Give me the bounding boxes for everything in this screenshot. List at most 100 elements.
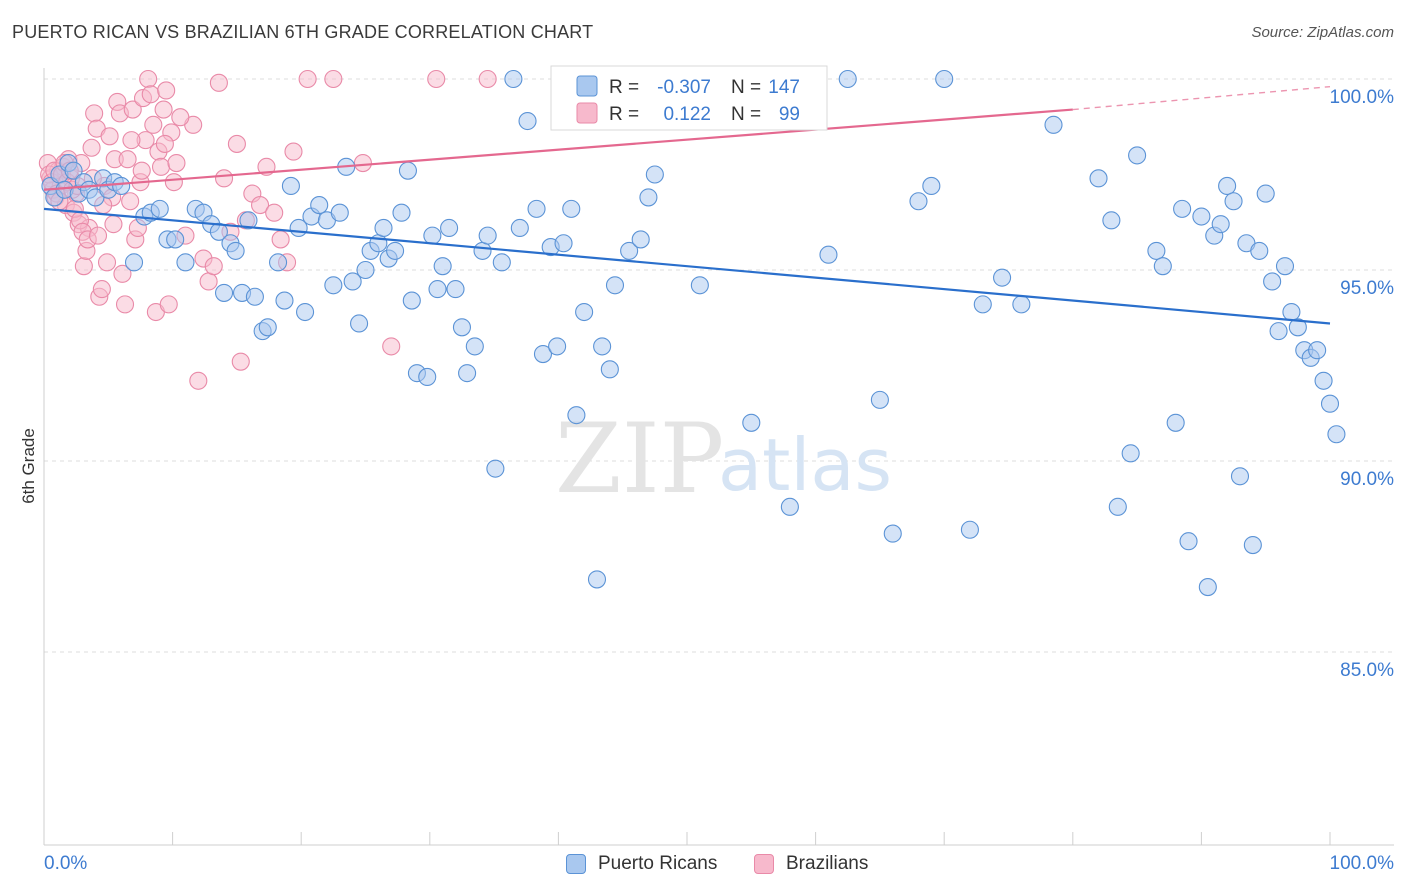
puerto-ricans-point xyxy=(935,69,954,89)
legend-r-value-pink: 0.122 xyxy=(663,104,711,125)
legend-top: R = -0.307 N = 147 R = 0.122 N = 99 xyxy=(550,65,828,131)
brazilians-point xyxy=(164,173,183,192)
puerto-ricans-point xyxy=(1275,257,1295,276)
puerto-ricans-point xyxy=(166,230,185,249)
puerto-ricans-point xyxy=(1243,535,1262,555)
puerto-ricans-point xyxy=(209,222,228,241)
puerto-ricans-point xyxy=(343,272,362,291)
y-tick-label: 90.0% xyxy=(1340,469,1394,490)
x-tick-label-max: 100.0% xyxy=(1330,853,1395,874)
puerto-ricans-point xyxy=(296,302,315,322)
legend-item-brazilians[interactable]: Brazilians xyxy=(754,853,868,875)
puerto-ricans-point xyxy=(620,241,639,260)
puerto-ricans-point xyxy=(1288,318,1307,337)
trend-lines xyxy=(43,85,1331,325)
legend-item-puerto-ricans[interactable]: Puerto Ricans xyxy=(566,853,717,875)
puerto-ricans-point xyxy=(548,337,567,356)
puerto-ricans-point xyxy=(587,570,607,589)
legend-n-value-blue: 147 xyxy=(768,77,800,98)
puerto-ricans-point xyxy=(600,360,619,379)
puerto-ricans-point xyxy=(780,497,799,516)
puerto-ricans-point xyxy=(356,260,375,280)
puerto-ricans-point xyxy=(428,280,447,299)
puerto-ricans-point xyxy=(742,413,761,432)
puerto-ricans-point xyxy=(838,69,857,89)
brazilians-point xyxy=(265,203,284,222)
puerto-ricans-point xyxy=(269,253,288,272)
puerto-ricans-point xyxy=(1269,322,1288,341)
puerto-ricans-point xyxy=(1044,115,1063,134)
legend-swatch-puerto-ricans xyxy=(566,854,586,874)
puerto-ricans-point xyxy=(631,230,650,249)
puerto-ricans-point xyxy=(575,302,594,322)
legend-label-puerto-ricans: Puerto Ricans xyxy=(598,853,718,874)
puerto-ricans-point xyxy=(1012,295,1031,314)
puerto-ricans-point xyxy=(402,291,421,310)
puerto-ricans-point xyxy=(960,520,979,539)
brazilians-point xyxy=(144,115,163,134)
puerto-ricans-point xyxy=(245,287,264,306)
puerto-ricans-point xyxy=(518,111,537,131)
puerto-ricans-point xyxy=(973,295,992,314)
puerto-ricans-point xyxy=(1179,532,1198,551)
brazilians-point xyxy=(113,264,132,283)
brazilians-point xyxy=(104,215,123,234)
puerto-ricans-point xyxy=(1211,215,1230,234)
puerto-ricans-point xyxy=(1198,578,1217,597)
brazilians-point xyxy=(92,280,111,299)
puerto-ricans-point xyxy=(330,203,349,222)
brazilians-point xyxy=(74,257,93,276)
legend-n-value-pink: 99 xyxy=(779,104,800,125)
puerto-ricans-point xyxy=(593,337,612,356)
watermark-atlas: atlas xyxy=(718,423,892,507)
puerto-ricans-point xyxy=(1314,371,1333,390)
puerto-ricans-point xyxy=(1102,211,1121,230)
puerto-ricans-point xyxy=(909,192,928,211)
brazilians-point xyxy=(121,192,140,211)
y-tick-label: 100.0% xyxy=(1330,87,1395,108)
puerto-ricans-point xyxy=(567,406,586,425)
puerto-ricans-point xyxy=(1224,192,1243,211)
legend-r-value-blue: -0.307 xyxy=(657,77,711,98)
puerto-ricans-point xyxy=(1250,241,1269,260)
brazilians-trend-line xyxy=(43,108,1073,191)
puerto-ricans-point xyxy=(458,364,477,383)
brazilians-point xyxy=(88,226,108,245)
puerto-ricans-point xyxy=(440,218,459,238)
brazilians-point xyxy=(250,196,270,215)
y-tick-labels: 85.0% 90.0% 95.0% 100.0% xyxy=(1330,87,1395,681)
brazilians-point xyxy=(271,230,290,249)
x-tick-label-min: 0.0% xyxy=(44,853,87,874)
puerto-ricans-point xyxy=(883,524,902,543)
puerto-ricans-point xyxy=(374,218,393,238)
legend-swatch-pink xyxy=(576,102,598,124)
puerto-ricans-point xyxy=(605,276,625,295)
puerto-ricans-point xyxy=(1282,302,1301,322)
legend-r-label: R = xyxy=(609,77,639,98)
puerto-ricans-point xyxy=(1230,467,1250,486)
puerto-ricans-point xyxy=(1153,257,1172,276)
puerto-ricans-point xyxy=(239,211,258,230)
puerto-ricans-point xyxy=(473,241,492,260)
puerto-ricans-point xyxy=(150,199,169,218)
puerto-ricans-point xyxy=(1128,146,1147,165)
puerto-ricans-point xyxy=(1166,413,1185,432)
puerto-ricans-point xyxy=(562,199,581,218)
brazilians-point xyxy=(141,85,160,104)
brazilians-point xyxy=(478,69,497,89)
puerto-ricans-point xyxy=(639,188,658,207)
puerto-ricans-point xyxy=(176,253,195,272)
puerto-ricans-point xyxy=(922,176,941,196)
chart-title: PUERTO RICAN VS BRAZILIAN 6TH GRADE CORR… xyxy=(12,22,594,42)
brazilians-point xyxy=(100,127,119,146)
puerto-ricans-point xyxy=(446,280,465,299)
puerto-ricans-point xyxy=(64,161,83,180)
source-label: Source: ZipAtlas.com xyxy=(1251,24,1394,41)
puerto-ricans-point xyxy=(281,176,300,196)
puerto-ricans-point xyxy=(1121,444,1140,463)
legend-swatch-brazilians xyxy=(754,854,774,874)
puerto-ricans-point xyxy=(504,69,523,89)
puerto-ricans-point xyxy=(645,165,664,184)
puerto-ricans-point xyxy=(1192,207,1211,226)
